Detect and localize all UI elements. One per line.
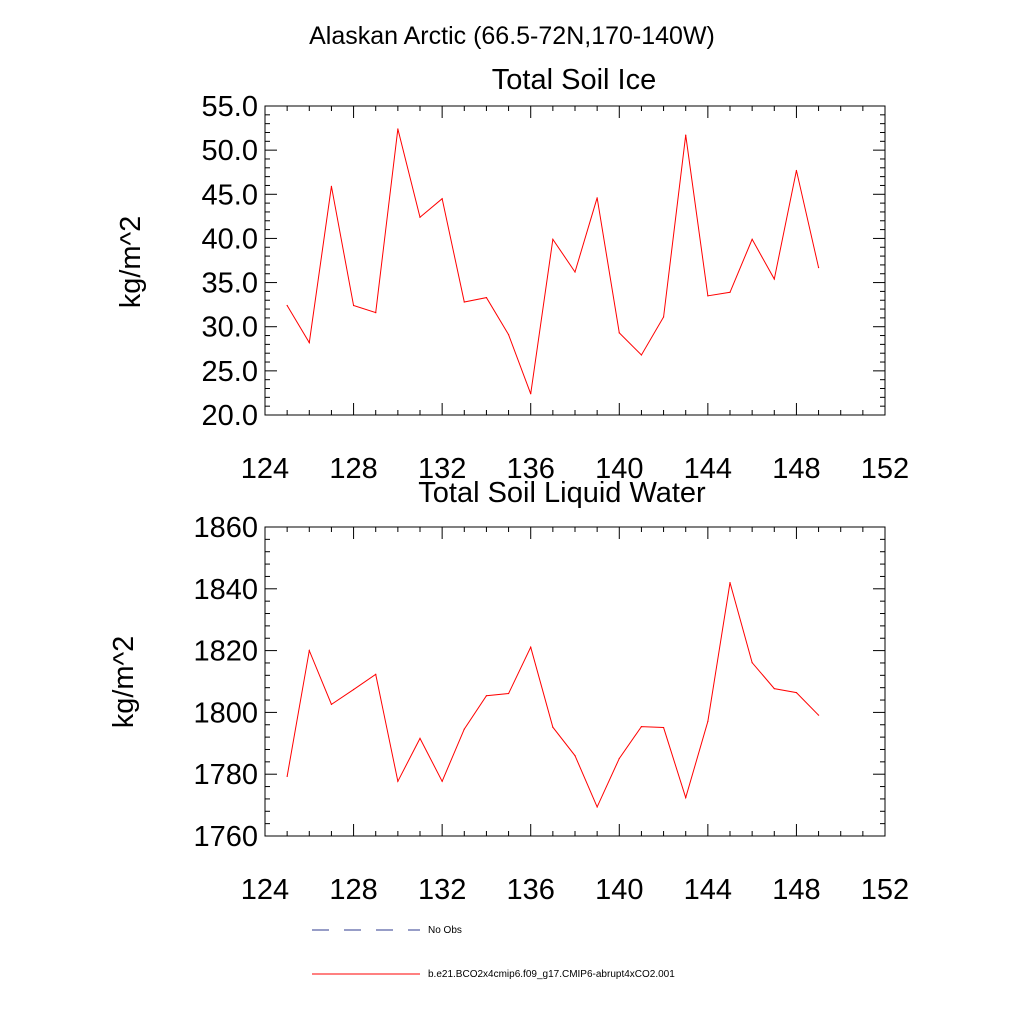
y-tick-label: 55.0	[202, 91, 258, 123]
data-point	[485, 695, 488, 697]
data-point	[707, 720, 709, 722]
data-point	[286, 304, 288, 307]
y-tick-label: 1840	[193, 574, 258, 606]
data-point	[707, 295, 709, 297]
y-axis-label: kg/m^2	[115, 216, 147, 309]
data-point	[530, 393, 532, 395]
data-point	[485, 296, 488, 299]
data-point	[773, 688, 775, 690]
tick-layer	[264, 526, 886, 837]
data-point	[751, 238, 753, 240]
x-tick-label: 132	[418, 874, 466, 906]
data-point	[330, 703, 333, 705]
y-tick-label: 1820	[193, 636, 258, 668]
data-point	[574, 271, 576, 273]
data-point	[685, 797, 687, 799]
y-tick-label: 25.0	[202, 356, 258, 388]
data-point	[375, 311, 377, 314]
data-point	[729, 582, 731, 584]
x-tick-label: 144	[684, 874, 732, 906]
y-tick-label: 35.0	[202, 268, 258, 300]
figure-title: Alaskan Arctic (66.5-72N,170-140W)	[309, 22, 715, 50]
data-point	[308, 650, 310, 652]
x-tick-label: 128	[329, 453, 377, 485]
data-point	[729, 291, 731, 293]
tick-label-layer: 124 128 132 136 140 144 148 152 20.0 25.0 30.0 35.0…	[202, 91, 910, 485]
x-tick-label: 152	[861, 874, 909, 906]
data-point	[685, 134, 687, 136]
y-tick-label: 1780	[193, 759, 258, 791]
data-point	[596, 806, 598, 808]
x-tick-label: 124	[241, 874, 289, 906]
data-point	[330, 185, 333, 187]
x-tick-label: 128	[329, 874, 377, 906]
plot-title: Total Soil Ice	[492, 64, 656, 96]
y-tick-label: 1860	[193, 512, 258, 544]
x-tick-label: 132	[418, 453, 466, 485]
x-tick-label: 136	[507, 874, 555, 906]
data-point	[352, 688, 355, 691]
data-point	[618, 332, 620, 334]
data-point	[397, 780, 399, 782]
x-tick-label: 148	[772, 874, 820, 906]
panel-total-soil-ice: Total Soil Ice kg/m^2 124 128 132 136 140 144…	[115, 64, 909, 485]
data-point	[640, 354, 643, 356]
data-point	[817, 266, 820, 269]
y-tick-label: 40.0	[202, 223, 258, 255]
data-point	[375, 673, 377, 675]
data-point	[795, 169, 798, 172]
plot-title: Total Soil Liquid Water	[418, 477, 706, 509]
data-point	[286, 775, 288, 777]
panel-total-soil-liquid-water: Total Soil Liquid Water kg/m^2 124 128 132…	[108, 477, 909, 906]
y-tick-label: 20.0	[202, 400, 258, 432]
data-point	[419, 737, 421, 739]
data-point	[463, 301, 465, 303]
y-tick-label: 1800	[193, 697, 258, 729]
series-layer	[286, 582, 820, 809]
data-point	[773, 278, 775, 280]
data-point	[640, 726, 643, 728]
y-tick-label: 45.0	[202, 179, 258, 211]
data-point	[574, 755, 576, 757]
data-point	[507, 692, 510, 695]
data-point	[352, 304, 355, 307]
x-tick-label: 124	[241, 453, 289, 485]
y-tick-label: 1760	[193, 821, 258, 853]
data-point	[530, 646, 532, 648]
legend: No Obs b.e21.BCO2x4cmip6.f09_g17.CMIP6-a…	[312, 925, 675, 980]
data-point	[795, 692, 798, 694]
x-tick-label: 148	[772, 453, 820, 485]
series-layer	[286, 128, 820, 395]
y-tick-label: 50.0	[202, 135, 258, 167]
data-point	[552, 238, 554, 240]
data-point	[817, 714, 820, 716]
y-axis-label: kg/m^2	[108, 636, 140, 729]
x-tick-label: 136	[507, 453, 555, 485]
data-point	[463, 728, 465, 730]
x-tick-label: 140	[595, 453, 643, 485]
data-point	[419, 216, 421, 218]
x-tick-label: 144	[684, 453, 732, 485]
legend-label-model-run: b.e21.BCO2x4cmip6.f09_g17.CMIP6-abrupt4x…	[428, 969, 675, 980]
data-point	[751, 662, 753, 664]
data-point	[441, 198, 443, 200]
data-point	[662, 726, 665, 729]
x-tick-label: 140	[595, 874, 643, 906]
data-point	[552, 726, 554, 728]
data-point	[662, 316, 665, 318]
data-point	[618, 757, 620, 760]
tick-label-layer: 124 128 132 136 140 144 148 152 1760 1780 1800 1820…	[193, 512, 909, 906]
data-point	[308, 342, 310, 344]
data-point	[441, 780, 443, 782]
x-tick-label: 152	[861, 453, 909, 485]
data-point	[596, 197, 598, 199]
legend-label-no-obs: No Obs	[428, 925, 462, 936]
data-point	[507, 334, 510, 336]
y-tick-label: 30.0	[202, 312, 258, 344]
tick-layer	[264, 105, 886, 416]
data-point	[397, 128, 399, 130]
